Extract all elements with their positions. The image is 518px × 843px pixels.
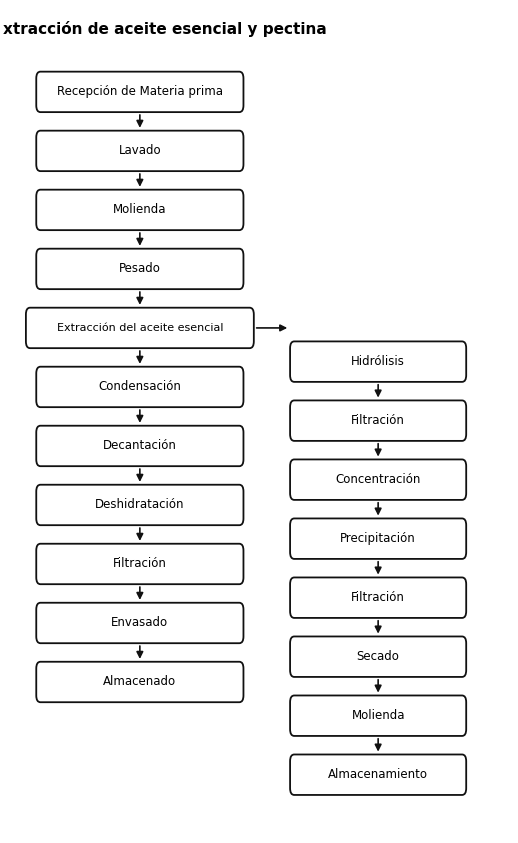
- Text: Almacenado: Almacenado: [103, 675, 177, 689]
- FancyBboxPatch shape: [290, 400, 466, 441]
- FancyBboxPatch shape: [290, 518, 466, 559]
- FancyBboxPatch shape: [36, 662, 243, 702]
- FancyBboxPatch shape: [290, 695, 466, 736]
- Text: Deshidratación: Deshidratación: [95, 498, 184, 512]
- Text: Filtración: Filtración: [351, 591, 405, 604]
- Text: Recepción de Materia prima: Recepción de Materia prima: [57, 85, 223, 99]
- FancyBboxPatch shape: [290, 341, 466, 382]
- FancyBboxPatch shape: [36, 367, 243, 407]
- Text: Almacenamiento: Almacenamiento: [328, 768, 428, 781]
- FancyBboxPatch shape: [290, 577, 466, 618]
- FancyBboxPatch shape: [36, 426, 243, 466]
- Text: Filtración: Filtración: [351, 414, 405, 427]
- FancyBboxPatch shape: [36, 72, 243, 112]
- FancyBboxPatch shape: [36, 485, 243, 525]
- Text: Filtración: Filtración: [113, 557, 167, 571]
- FancyBboxPatch shape: [36, 603, 243, 643]
- Text: Pesado: Pesado: [119, 262, 161, 276]
- FancyBboxPatch shape: [36, 190, 243, 230]
- Text: Envasado: Envasado: [111, 616, 168, 630]
- FancyBboxPatch shape: [36, 249, 243, 289]
- Text: xtracción de aceite esencial y pectina: xtracción de aceite esencial y pectina: [3, 21, 326, 37]
- Text: Concentración: Concentración: [336, 473, 421, 486]
- Text: Decantación: Decantación: [103, 439, 177, 453]
- Text: Lavado: Lavado: [119, 144, 161, 158]
- FancyBboxPatch shape: [290, 459, 466, 500]
- FancyBboxPatch shape: [26, 308, 254, 348]
- Text: Extracción del aceite esencial: Extracción del aceite esencial: [56, 323, 223, 333]
- FancyBboxPatch shape: [290, 754, 466, 795]
- Text: Secado: Secado: [357, 650, 399, 663]
- Text: Condensación: Condensación: [98, 380, 181, 394]
- Text: Molienda: Molienda: [113, 203, 167, 217]
- FancyBboxPatch shape: [290, 636, 466, 677]
- Text: Precipitación: Precipitación: [340, 532, 416, 545]
- Text: Hidrólisis: Hidrólisis: [351, 355, 405, 368]
- FancyBboxPatch shape: [36, 544, 243, 584]
- FancyBboxPatch shape: [36, 131, 243, 171]
- Text: Molienda: Molienda: [351, 709, 405, 722]
